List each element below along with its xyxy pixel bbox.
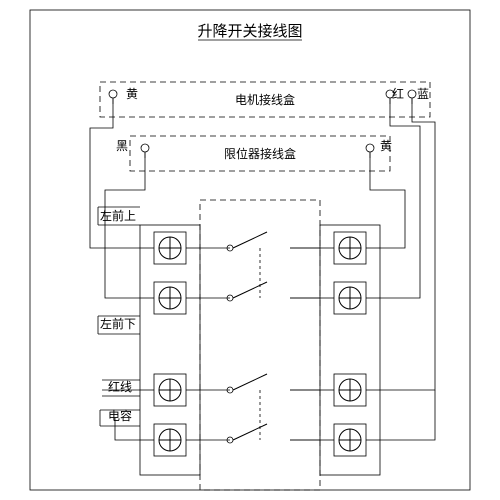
contact-arm <box>233 374 267 390</box>
limit-terminal-black <box>141 144 149 152</box>
motor-yellow-label: 黄 <box>126 87 138 101</box>
title: 升降开关接线图 <box>197 23 302 40</box>
motor-terminal-yellow <box>109 90 117 98</box>
left-label-2: 红线 <box>108 379 132 394</box>
motor-box-label: 电机接线盒 <box>235 92 295 107</box>
limit-black-label: 黑 <box>116 139 128 153</box>
switch-body <box>200 200 320 490</box>
contact-arm <box>233 424 267 440</box>
contact-arm <box>233 282 267 298</box>
contact-arm <box>233 232 267 248</box>
wire-3 <box>380 98 420 298</box>
limit-terminal-yellow <box>366 144 374 152</box>
motor-blue-label: 蓝 <box>417 87 429 101</box>
wire-5 <box>380 390 435 440</box>
limit-yellow-label: 黄 <box>380 139 392 153</box>
left-label-1: 左前下 <box>100 316 136 331</box>
motor-terminal-blue <box>408 90 416 98</box>
wire-0 <box>90 98 140 248</box>
limit-box-label: 限位器接线盒 <box>224 146 296 161</box>
wire-2 <box>370 152 405 248</box>
